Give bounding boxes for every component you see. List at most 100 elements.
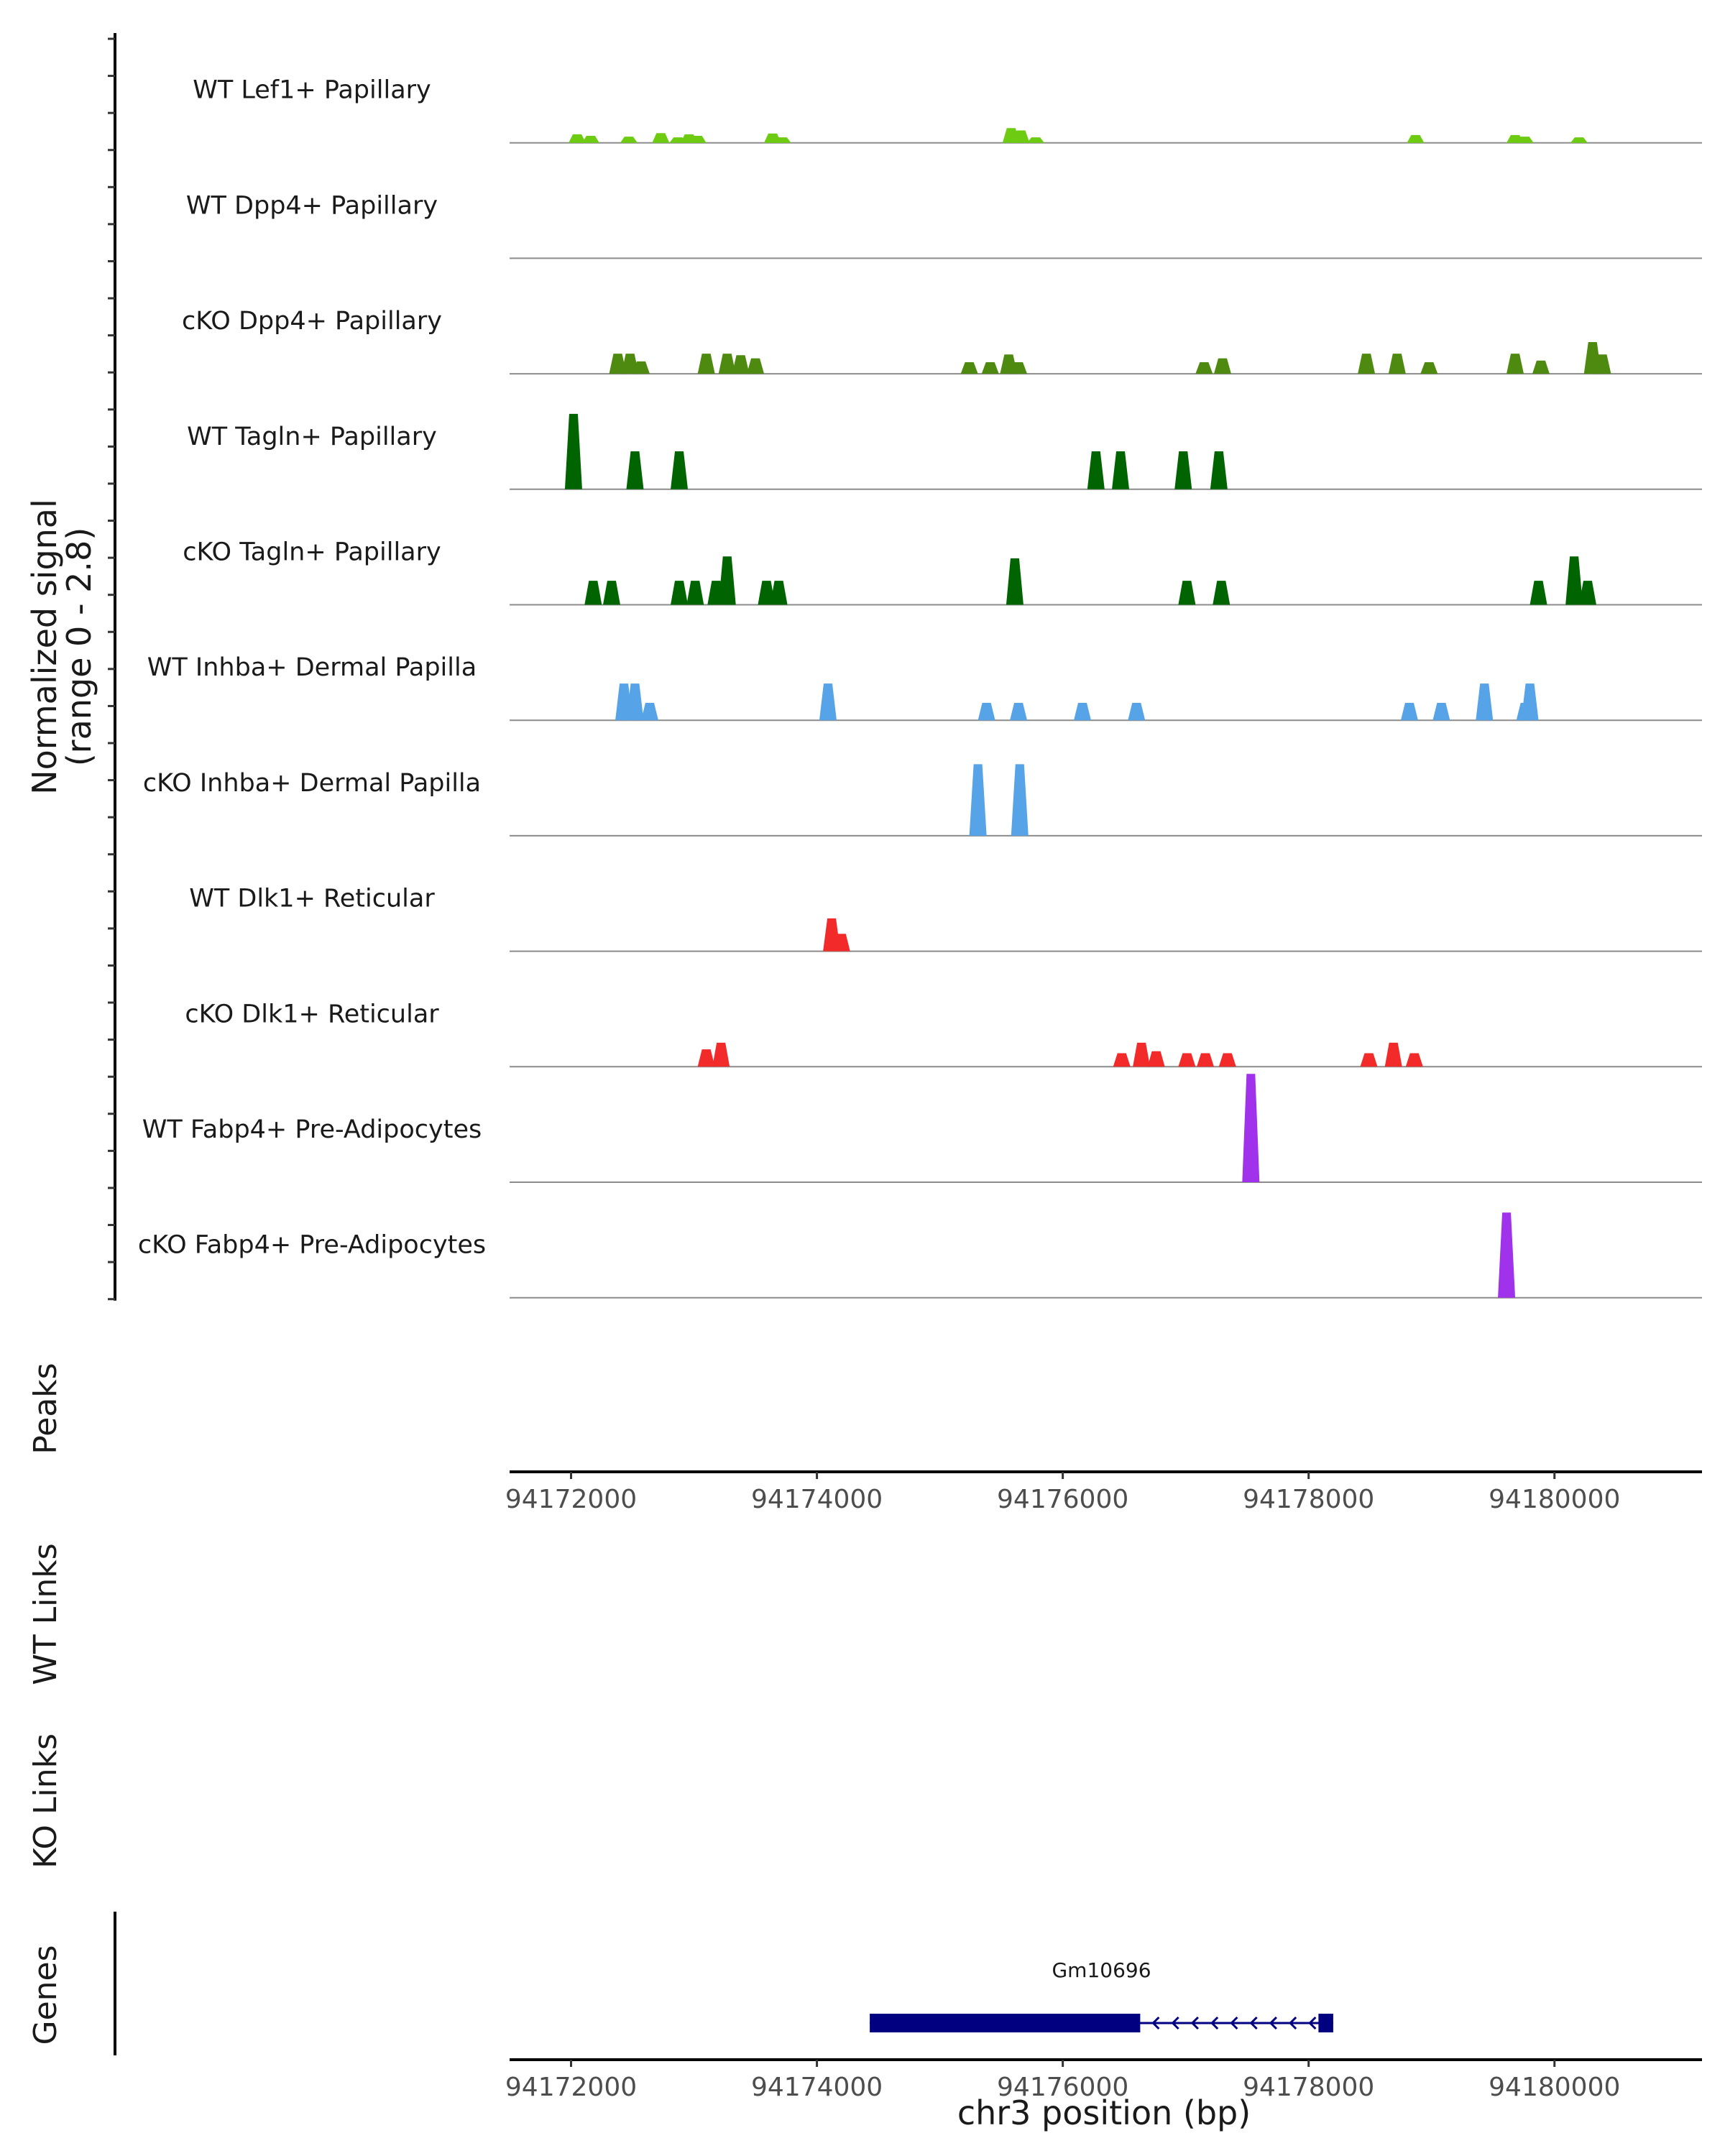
signal-peak <box>1195 361 1213 374</box>
ko-links-panel-title: KO Links <box>27 1733 64 1869</box>
signal-peak <box>832 934 850 952</box>
track-cko-dpp4-papillary: cKO Dpp4+ Papillary <box>182 307 1702 375</box>
signal-peak <box>773 137 791 143</box>
signal-peak <box>1010 702 1028 721</box>
gene-exon-block <box>870 2014 1141 2032</box>
signal-peak <box>1388 354 1406 374</box>
coverage-tracks: WT Lef1+ Papillary WT Dpp4+ Papillary cKO … <box>138 76 1702 1299</box>
peaks-x-tick-label: 94180000 <box>1489 1485 1620 1514</box>
signal-peak <box>1218 1053 1236 1067</box>
track-label: WT Fabp4+ Pre-Adipocytes <box>142 1115 482 1144</box>
track-label: cKO Dpp4+ Papillary <box>182 307 442 336</box>
track-wt-dlk1-reticular: WT Dlk1+ Reticular <box>189 885 1702 952</box>
signal-peak <box>564 413 582 489</box>
signal-peak <box>1210 451 1228 489</box>
signal-peak <box>1516 702 1534 721</box>
signal-peak <box>770 581 788 605</box>
genes-x-tick-label: 94174000 <box>751 2073 883 2102</box>
gene-model <box>870 2014 1333 2032</box>
track-label: cKO Fabp4+ Pre-Adipocytes <box>138 1231 486 1260</box>
signal-peak <box>1197 1053 1215 1067</box>
signal-peak <box>671 451 689 489</box>
signal-peak <box>1147 1051 1165 1067</box>
track-label: WT Inhba+ Dermal Papilla <box>147 653 477 682</box>
track-wt-tagln-papillary: WT Tagln+ Papillary <box>187 413 1702 490</box>
signal-peak <box>1006 558 1024 605</box>
signal-peak <box>652 133 670 143</box>
signal-peak <box>1178 581 1196 605</box>
peaks-x-axis: 94172000 94174000 94176000 94178000 94180000 <box>505 1470 1702 1514</box>
genes-panel-title: Genes <box>27 1945 64 2045</box>
strand-arrow <box>1269 2016 1277 2030</box>
track-wt-fabp4-pre-adipocytes: WT Fabp4+ Pre-Adipocytes <box>142 1074 1702 1183</box>
track-label: cKO Inhba+ Dermal Papilla <box>143 769 481 798</box>
signal-peak <box>969 764 987 836</box>
signal-peak <box>697 1049 715 1067</box>
signal-peak <box>758 581 776 605</box>
track-label: WT Dlk1+ Reticular <box>189 885 435 913</box>
signal-peak <box>1112 451 1130 489</box>
signal-peak <box>1213 358 1231 374</box>
strand-arrow <box>1308 2016 1317 2030</box>
track-wt-lef1-papillary: WT Lef1+ Papillary <box>193 76 1702 144</box>
strand-arrow <box>1210 2016 1219 2030</box>
signal-peak <box>1516 137 1534 143</box>
signal-peak <box>1400 702 1418 721</box>
track-label: cKO Dlk1+ Reticular <box>185 1000 439 1028</box>
signal-peak <box>1407 134 1425 143</box>
signal-peak <box>689 136 707 143</box>
signal-peak <box>1432 702 1450 721</box>
peaks-x-tick-label: 94178000 <box>1243 1485 1374 1514</box>
gene-exon-block <box>1318 2014 1333 2032</box>
signal-peak <box>602 581 620 605</box>
track-wt-inhba-dermal-papilla: WT Inhba+ Dermal Papilla <box>147 653 1702 722</box>
strand-arrow <box>1190 2016 1199 2030</box>
genes-x-tick-label: 94172000 <box>505 2073 637 2102</box>
signal-peak <box>819 683 837 721</box>
signal-peak <box>1565 556 1583 605</box>
track-cko-tagln-papillary: cKO Tagln+ Papillary <box>183 538 1702 606</box>
signal-peak <box>1498 1212 1516 1298</box>
genes-x-tick-label: 94180000 <box>1489 2073 1620 2102</box>
signal-peak <box>1358 354 1376 374</box>
track-label: WT Dpp4+ Papillary <box>186 191 438 220</box>
signal-peak <box>697 354 715 374</box>
signal-peak <box>1578 581 1596 605</box>
signal-peak <box>712 1042 730 1067</box>
peaks-x-tick-label: 94172000 <box>505 1485 637 1514</box>
signal-peak <box>1593 354 1611 374</box>
track-cko-inhba-dermal-papilla: cKO Inhba+ Dermal Papilla <box>143 764 1702 837</box>
signal-peak <box>609 354 627 374</box>
signal-peak <box>1074 702 1092 721</box>
signal-peak <box>632 361 650 374</box>
signal-peak <box>1384 1042 1402 1067</box>
signal-peak <box>1011 764 1029 836</box>
peaks-panel-title: Peaks <box>27 1363 64 1454</box>
signal-peak <box>1113 1053 1131 1067</box>
signal-peak <box>960 361 978 374</box>
signal-peak <box>620 137 638 143</box>
signal-peak <box>1087 451 1105 489</box>
signal-peak <box>1530 581 1547 605</box>
track-label: WT Lef1+ Papillary <box>193 76 431 105</box>
signal-peak <box>569 134 586 143</box>
signal-peak <box>1532 360 1550 374</box>
strand-arrow <box>1249 2016 1258 2030</box>
signal-peak <box>581 136 599 143</box>
signal-peak <box>686 581 704 605</box>
signal-peak <box>1506 354 1524 374</box>
signal-peak <box>1570 137 1588 143</box>
signal-peak <box>718 354 736 374</box>
signal-peak <box>718 556 736 605</box>
signal-peak <box>671 581 689 605</box>
signal-peak <box>1128 702 1146 721</box>
track-cko-dlk1-reticular: cKO Dlk1+ Reticular <box>185 1000 1702 1068</box>
signal-peak <box>707 581 725 605</box>
genes-x-axis: 94172000 94174000 94176000 94178000 94180000 <box>505 2058 1702 2102</box>
signal-peak <box>1242 1074 1260 1182</box>
signal-peak <box>584 581 602 605</box>
track-label: cKO Tagln+ Papillary <box>183 538 441 567</box>
wt-links-panel-title: WT Links <box>27 1543 64 1685</box>
signal-y-axis <box>108 33 116 1301</box>
